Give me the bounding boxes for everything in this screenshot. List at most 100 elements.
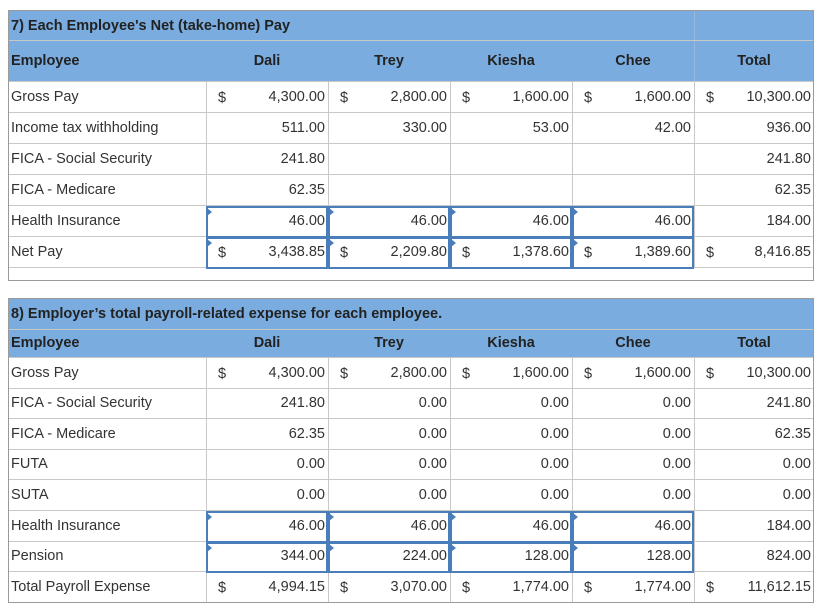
section-8-employer-expense: 8) Employer’s total payroll-related expe… — [8, 298, 814, 603]
value-cell[interactable]: 330.00 — [402, 119, 447, 136]
value-cell[interactable]: 4,300.00 — [268, 364, 325, 381]
value-cell[interactable]: 0.00 — [418, 395, 447, 412]
value-cell: 824.00 — [766, 548, 811, 565]
row-label: FICA - Medicare — [11, 181, 116, 198]
value-cell[interactable]: 2,209.80 — [390, 243, 447, 260]
table-row: Health Insurance 46.00 46.00 46.00 46.00 184.… — [8, 206, 814, 237]
value-cell[interactable]: 46.00 — [654, 517, 691, 534]
value-cell[interactable]: 128.00 — [524, 548, 569, 565]
value-cell[interactable]: 46.00 — [410, 212, 447, 229]
value-cell[interactable]: 511.00 — [281, 119, 325, 136]
value-cell[interactable]: 4,994.15 — [268, 578, 325, 595]
value-cell[interactable]: 241.80 — [280, 150, 325, 167]
value-cell[interactable]: 0.00 — [418, 486, 447, 503]
value-cell: 10,300.00 — [746, 88, 811, 105]
header-total: Total — [737, 335, 771, 352]
cell-marker-icon — [451, 239, 456, 247]
value-cell[interactable]: 3,070.00 — [390, 578, 447, 595]
value-cell[interactable]: 0.00 — [662, 425, 691, 442]
row-label: Income tax withholding — [11, 119, 159, 136]
section-8-title: 8) Employer’s total payroll-related expe… — [11, 306, 443, 323]
value-cell[interactable]: 1,774.00 — [634, 578, 691, 595]
value-cell[interactable]: 224.00 — [402, 548, 447, 565]
header-dali: Dali — [253, 335, 281, 352]
value-cell[interactable]: 1,600.00 — [634, 364, 691, 381]
header-total: Total — [737, 52, 771, 69]
currency-symbol: $ — [218, 366, 227, 382]
row-label: Pension — [11, 548, 64, 565]
currency-symbol: $ — [340, 366, 349, 382]
value-cell[interactable]: 0.00 — [540, 425, 569, 442]
value-cell[interactable]: 2,800.00 — [390, 88, 447, 105]
value-cell[interactable]: 46.00 — [410, 517, 447, 534]
value-cell[interactable]: 1,389.60 — [634, 243, 691, 260]
value-cell: 936.00 — [766, 119, 811, 136]
value-cell: 241.80 — [766, 395, 811, 412]
value-cell[interactable]: 1,600.00 — [634, 88, 691, 105]
value-cell[interactable]: 1,600.00 — [512, 364, 569, 381]
header-trey: Trey — [374, 52, 404, 69]
table-row: FICA - Social Security 241.80 0.00 0.00 0.00… — [8, 388, 814, 420]
value-cell[interactable]: 128.00 — [646, 548, 691, 565]
header-employee: Employee — [11, 335, 80, 352]
value-cell[interactable]: 1,600.00 — [512, 88, 569, 105]
value-cell: 0.00 — [782, 486, 811, 503]
value-cell[interactable]: 0.00 — [662, 486, 691, 503]
currency-symbol: $ — [340, 580, 349, 597]
value-cell[interactable]: 241.80 — [280, 395, 325, 412]
value-cell[interactable] — [572, 175, 694, 205]
value-cell[interactable] — [450, 144, 572, 174]
header-trey: Trey — [374, 335, 404, 352]
value-cell[interactable] — [450, 175, 572, 205]
value-cell[interactable]: 0.00 — [662, 395, 691, 412]
value-cell[interactable]: 0.00 — [540, 395, 569, 412]
value-cell[interactable]: 46.00 — [288, 517, 325, 534]
value-cell[interactable]: 2,800.00 — [390, 364, 447, 381]
value-cell[interactable] — [328, 144, 450, 174]
value-cell[interactable]: 0.00 — [296, 456, 325, 473]
value-cell[interactable]: 0.00 — [540, 486, 569, 503]
section-7-header-row: Employee Dali Trey Kiesha Chee Total — [8, 41, 814, 82]
cell-marker-icon — [329, 543, 334, 552]
row-label: Net Pay — [11, 243, 63, 260]
currency-symbol: $ — [340, 90, 349, 106]
value-cell: 184.00 — [766, 212, 811, 229]
value-cell[interactable]: 46.00 — [532, 212, 569, 229]
value-cell[interactable]: 62.35 — [288, 181, 325, 198]
row-label: SUTA — [11, 486, 49, 503]
cell-marker-icon — [207, 543, 212, 552]
currency-symbol: $ — [584, 90, 593, 106]
value-cell[interactable]: 46.00 — [654, 212, 691, 229]
currency-symbol: $ — [706, 90, 715, 106]
row-label: FUTA — [11, 456, 48, 473]
value-cell[interactable]: 46.00 — [532, 517, 569, 534]
value-cell[interactable]: 0.00 — [296, 486, 325, 503]
value-cell[interactable]: 3,438.85 — [268, 243, 325, 260]
cell-marker-icon — [451, 208, 456, 216]
section-8-header-row: Employee Dali Trey Kiesha Chee Total — [8, 330, 814, 358]
currency-symbol: $ — [706, 580, 715, 597]
value-cell[interactable]: 0.00 — [418, 456, 447, 473]
value-cell[interactable]: 0.00 — [540, 456, 569, 473]
value-cell[interactable]: 62.35 — [288, 425, 325, 442]
value-cell[interactable]: 4,300.00 — [268, 88, 325, 105]
table-row: Income tax withholding 511.00 330.00 53.00 4… — [8, 113, 814, 144]
value-cell[interactable]: 42.00 — [654, 119, 691, 136]
value-cell[interactable]: 344.00 — [280, 548, 325, 565]
value-cell[interactable]: 0.00 — [418, 425, 447, 442]
value-cell[interactable]: 46.00 — [288, 212, 325, 229]
value-cell[interactable]: 1,774.00 — [512, 578, 569, 595]
row-label: Total Payroll Expense — [11, 578, 151, 595]
row-label: Gross Pay — [11, 88, 79, 105]
table-row: SUTA 0.00 0.00 0.00 0.00 0.00 — [8, 480, 814, 511]
table-row: Gross Pay $4,300.00 $2,800.00 $1,600.00 $1,6… — [8, 82, 814, 113]
value-cell[interactable]: 1,378.60 — [512, 243, 569, 260]
table-row: FICA - Social Security 241.80 241.80 — [8, 144, 814, 175]
currency-symbol: $ — [218, 90, 227, 106]
cell-marker-icon — [207, 239, 212, 247]
value-cell[interactable] — [572, 144, 694, 174]
value-cell[interactable]: 53.00 — [532, 119, 569, 136]
cell-marker-icon — [207, 208, 212, 216]
value-cell[interactable] — [328, 175, 450, 205]
value-cell[interactable]: 0.00 — [662, 456, 691, 473]
